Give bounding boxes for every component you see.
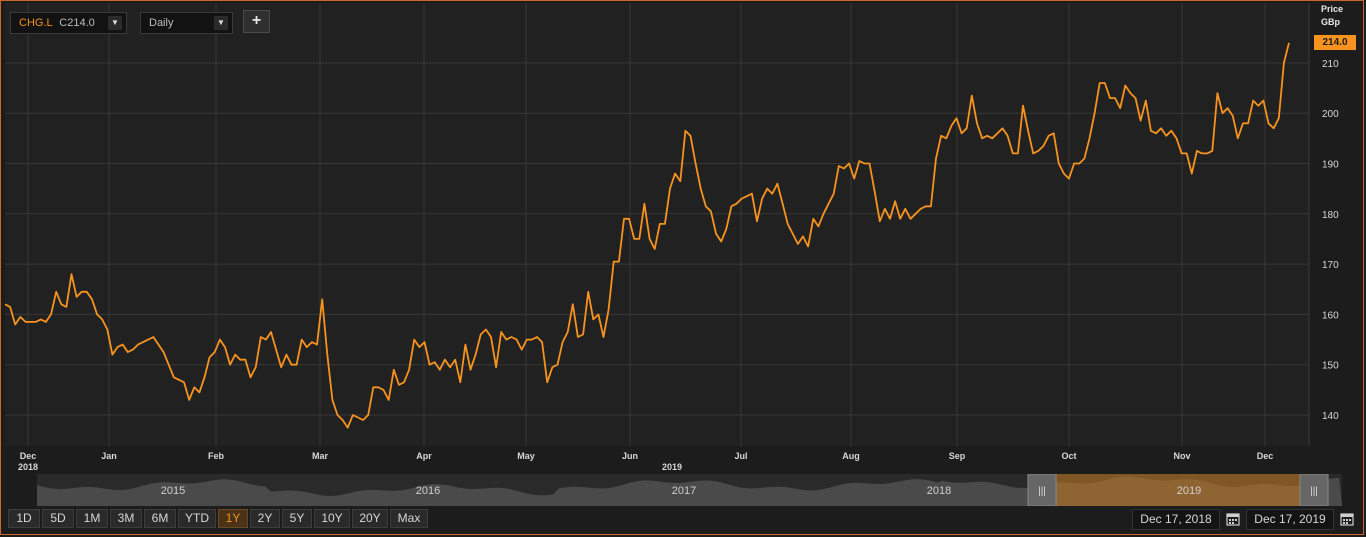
- start-date-field[interactable]: Dec 17, 2018: [1132, 509, 1220, 530]
- navigator-handle[interactable]: [1027, 474, 1057, 506]
- navigator-handle[interactable]: [1299, 474, 1329, 506]
- navigator-year-label: 2018: [927, 485, 951, 497]
- x-tick-label: Aug: [842, 451, 860, 461]
- symbol-ticker: CHG.L: [19, 17, 53, 29]
- x-tick-label: Nov: [1173, 451, 1190, 461]
- range-button-3m[interactable]: 3M: [110, 509, 142, 528]
- range-button-1m[interactable]: 1M: [76, 509, 108, 528]
- range-button-max[interactable]: Max: [390, 509, 428, 528]
- axis-title-unit: GBp: [1321, 17, 1340, 27]
- calendar-icon[interactable]: [1225, 511, 1241, 527]
- range-button-6m[interactable]: 6M: [144, 509, 176, 528]
- add-button[interactable]: +: [243, 10, 270, 33]
- range-button-5y[interactable]: 5Y: [282, 509, 312, 528]
- y-tick-label: 170: [1322, 260, 1339, 271]
- x-tick-label: Sep: [949, 451, 966, 461]
- axis-title-price: Price: [1321, 4, 1344, 14]
- x-tick-label: Apr: [416, 451, 432, 461]
- navigator-year-label: 2019: [1177, 485, 1201, 497]
- x-tick-label: Feb: [208, 451, 225, 461]
- calendar-icon[interactable]: [1339, 511, 1355, 527]
- grip-icon: |||: [1038, 486, 1046, 497]
- chevron-down-icon[interactable]: ▼: [108, 16, 122, 30]
- x-tick-label: Dec: [20, 451, 37, 461]
- range-button-10y[interactable]: 10Y: [314, 509, 350, 528]
- navigator-history-area: [37, 476, 1342, 506]
- end-date-field[interactable]: Dec 17, 2019: [1246, 509, 1334, 530]
- x-tick-label: Mar: [312, 451, 329, 461]
- range-button-1y[interactable]: 1Y: [218, 509, 248, 528]
- x-tick-label: Dec: [1257, 451, 1274, 461]
- grip-icon: |||: [1310, 486, 1318, 497]
- navigator-year-label: 2016: [416, 485, 440, 497]
- y-tick-label: 200: [1322, 109, 1339, 120]
- last-price-tag: 214.0: [1314, 35, 1356, 50]
- price-axis-title: Price GBp: [1321, 3, 1343, 29]
- range-button-20y[interactable]: 20Y: [352, 509, 388, 528]
- chart-plot-area[interactable]: 140 150 160 170 180 190 200 210 Dec Jan Feb Mar Apr M…: [4, 3, 1339, 472]
- chevron-down-icon[interactable]: ▼: [214, 16, 228, 30]
- range-button-5d[interactable]: 5D: [42, 509, 74, 528]
- y-tick-label: 140: [1322, 411, 1339, 422]
- x-tick-label: Jul: [734, 451, 747, 461]
- navigator-svg[interactable]: ||| ||| 2015 2016 2017 2018 2019: [37, 474, 1342, 506]
- x-tick-label: Jan: [101, 451, 117, 461]
- navigator-selection[interactable]: [1028, 474, 1313, 506]
- range-button-1d[interactable]: 1D: [8, 509, 40, 528]
- x-tick-label: Oct: [1061, 451, 1076, 461]
- range-button-ytd[interactable]: YTD: [178, 509, 216, 528]
- close-value: 214.0: [67, 17, 95, 29]
- y-tick-label: 180: [1322, 210, 1339, 221]
- navigator-year-label: 2017: [672, 485, 696, 497]
- plus-icon: +: [251, 12, 262, 29]
- range-button-2y[interactable]: 2Y: [250, 509, 280, 528]
- x-year-label: 2019: [662, 462, 682, 472]
- interval-value: Daily: [149, 17, 174, 29]
- x-tick-label: Jun: [622, 451, 638, 461]
- navigator-year-label: 2015: [161, 485, 185, 497]
- y-tick-label: 210: [1322, 59, 1339, 70]
- timeline-navigator[interactable]: ||| ||| 2015 2016 2017 2018 2019: [37, 474, 1342, 506]
- x-year-label: 2018: [18, 462, 38, 472]
- range-button-group: 1D 5D 1M 3M 6M YTD 1Y 2Y 5Y 10Y 20Y Max: [8, 509, 430, 529]
- price-series-line: [4, 42, 1290, 429]
- y-tick-label: 160: [1322, 310, 1339, 321]
- close-label: C: [59, 17, 68, 29]
- y-tick-label: 150: [1322, 361, 1339, 372]
- interval-selector[interactable]: Daily ▼: [140, 12, 233, 34]
- price-chart[interactable]: 140 150 160 170 180 190 200 210 Dec Jan Feb Mar Apr M…: [0, 0, 1366, 474]
- symbol-selector[interactable]: CHG.L C214.0 ▼: [10, 12, 127, 34]
- y-tick-label: 190: [1322, 160, 1339, 171]
- x-tick-label: May: [517, 451, 535, 461]
